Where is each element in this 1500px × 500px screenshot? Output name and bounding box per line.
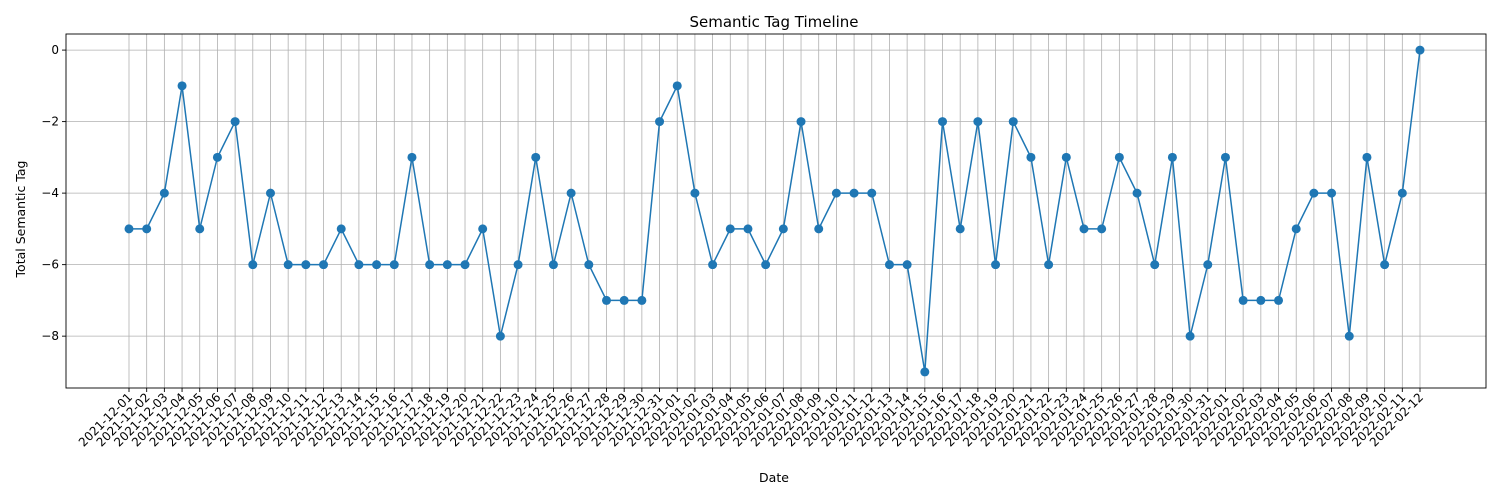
data-point	[814, 224, 824, 234]
data-point	[743, 224, 753, 234]
data-point	[1097, 224, 1107, 234]
y-tick-label: −4	[41, 186, 59, 200]
data-point	[142, 224, 152, 234]
data-point	[248, 260, 258, 270]
data-point	[619, 295, 629, 305]
grid	[66, 34, 1486, 388]
data-point	[319, 260, 329, 270]
data-point	[1132, 188, 1142, 198]
data-point	[655, 117, 665, 127]
data-point	[1203, 260, 1213, 270]
data-point	[1291, 224, 1301, 234]
y-tick-label: 0	[51, 43, 59, 57]
series-line	[129, 49, 1421, 373]
data-point	[460, 260, 470, 270]
axes: 2021-12-012021-12-022021-12-032021-12-04…	[41, 33, 1487, 449]
data-point	[761, 260, 771, 270]
data-point	[1044, 260, 1054, 270]
data-point	[212, 152, 222, 162]
data-point	[1327, 188, 1337, 198]
y-tick-label: −8	[41, 329, 59, 343]
data-point	[1415, 45, 1425, 55]
data-point	[884, 260, 894, 270]
data-point	[1220, 152, 1230, 162]
data-point	[690, 188, 700, 198]
data-point	[1079, 224, 1089, 234]
data-point	[195, 224, 205, 234]
data-point	[849, 188, 859, 198]
data-point	[389, 260, 399, 270]
data-point	[1397, 188, 1407, 198]
data-point	[584, 260, 594, 270]
data-point	[1344, 331, 1354, 341]
data-point	[478, 224, 488, 234]
data-point	[407, 152, 417, 162]
data-point	[1114, 152, 1124, 162]
data-point	[566, 188, 576, 198]
data-point	[831, 188, 841, 198]
data-point	[159, 188, 169, 198]
data-point	[796, 117, 806, 127]
data-point	[672, 81, 682, 91]
chart-title: Semantic Tag Timeline	[689, 13, 858, 31]
x-axis-label: Date	[759, 470, 789, 485]
data-point	[778, 224, 788, 234]
y-tick-label: −6	[41, 258, 59, 272]
data-point	[1026, 152, 1036, 162]
data-point	[336, 224, 346, 234]
data-point	[301, 260, 311, 270]
data-point	[1256, 295, 1266, 305]
data-point	[637, 295, 647, 305]
data-point	[708, 260, 718, 270]
data-point	[1167, 152, 1177, 162]
data-point	[1309, 188, 1319, 198]
data-point	[1380, 260, 1390, 270]
data-point	[1008, 117, 1018, 127]
data-point	[902, 260, 912, 270]
data-point	[867, 188, 877, 198]
data-point	[531, 152, 541, 162]
y-tick-label: −2	[41, 115, 59, 129]
series	[124, 45, 1425, 377]
data-point	[354, 260, 364, 270]
data-point	[442, 260, 452, 270]
data-point	[1238, 295, 1248, 305]
data-point	[1362, 152, 1372, 162]
data-point	[1061, 152, 1071, 162]
data-point	[495, 331, 505, 341]
data-point	[230, 117, 240, 127]
data-point	[425, 260, 435, 270]
data-point	[548, 260, 558, 270]
data-point	[265, 188, 275, 198]
plot-frame	[65, 33, 1487, 389]
data-point	[1150, 260, 1160, 270]
y-axis-label: Total Semantic Tag	[13, 161, 28, 279]
data-point	[513, 260, 523, 270]
data-point	[991, 260, 1001, 270]
data-point	[938, 117, 948, 127]
data-point	[973, 117, 983, 127]
data-point	[124, 224, 134, 234]
data-point	[1185, 331, 1195, 341]
data-point	[725, 224, 735, 234]
data-point	[1274, 295, 1284, 305]
data-point	[920, 367, 930, 377]
data-point	[955, 224, 965, 234]
data-point	[601, 295, 611, 305]
data-point	[372, 260, 382, 270]
data-point	[283, 260, 293, 270]
data-point	[177, 81, 187, 91]
